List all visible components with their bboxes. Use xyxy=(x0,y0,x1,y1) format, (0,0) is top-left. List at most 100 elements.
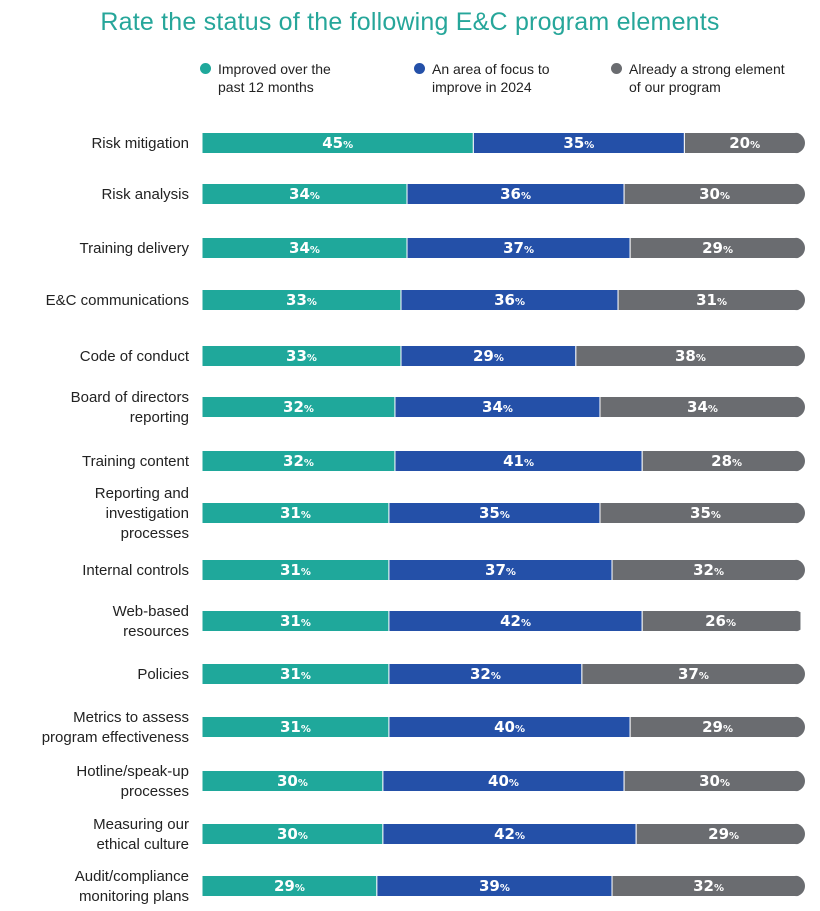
value-label-s1-metrics-to-assess-program-effectiveness: 40% xyxy=(494,718,525,736)
value-label-s0-reporting-and-investigation-processes: 31% xyxy=(280,504,311,522)
value-label-s0-metrics-to-assess-program-effectiveness: 31% xyxy=(280,718,311,736)
bar-segment-s2-audit-compliance-monitoring-plans xyxy=(611,875,806,897)
bar-row-web-based-resources xyxy=(202,610,802,632)
value-label-s1-risk-mitigation: 35% xyxy=(563,134,594,152)
value-label-s2-reporting-and-investigation-processes: 35% xyxy=(690,504,721,522)
value-label-s0-audit-compliance-monitoring-plans: 29% xyxy=(274,877,305,895)
value-label-s0-training-content: 32% xyxy=(283,452,314,470)
bar-row-internal-controls xyxy=(202,559,806,581)
value-label-s1-internal-controls: 37% xyxy=(485,561,516,579)
legend-label-improved: Improved over the past 12 months xyxy=(218,61,331,95)
value-label-s2-training-delivery: 29% xyxy=(702,239,733,257)
bar-row-training-delivery xyxy=(202,237,806,259)
legend-swatch-strong xyxy=(611,63,622,74)
value-label-s2-code-of-conduct: 38% xyxy=(675,347,706,365)
category-label-internal-controls: Internal controls xyxy=(82,562,189,579)
bar-row-training-content xyxy=(202,450,806,472)
value-label-s0-code-of-conduct: 33% xyxy=(286,347,317,365)
value-label-s2-measuring-our-ethical-culture: 29% xyxy=(708,825,739,843)
category-label-audit-compliance-monitoring-plans: Audit/compliance monitoring plans xyxy=(75,868,189,905)
bar-segment-s2-metrics-to-assess-program-effectiveness xyxy=(629,716,806,738)
value-label-s0-measuring-our-ethical-culture: 30% xyxy=(277,825,308,843)
category-label-code-of-conduct: Code of conduct xyxy=(80,348,190,365)
bar-segment-s2-training-content xyxy=(641,450,806,472)
bar-segment-s2-code-of-conduct xyxy=(575,345,806,367)
value-label-s0-internal-controls: 31% xyxy=(280,561,311,579)
value-label-s2-policies: 37% xyxy=(678,665,709,683)
legend-item-improved: Improved over the past 12 months xyxy=(200,60,331,96)
bar-row-e-c-communications xyxy=(202,289,806,311)
category-label-training-delivery: Training delivery xyxy=(80,240,190,257)
value-label-s1-reporting-and-investigation-processes: 35% xyxy=(479,504,510,522)
bar-segment-s2-risk-analysis xyxy=(623,183,806,205)
value-label-s2-board-of-directors-reporting: 34% xyxy=(687,398,718,416)
category-label-risk-mitigation: Risk mitigation xyxy=(91,135,189,152)
bar-row-hotline-speak-up-processes xyxy=(202,770,806,792)
category-label-policies: Policies xyxy=(137,666,189,683)
chart-title: Rate the status of the following E&C pro… xyxy=(100,8,720,36)
value-label-s0-training-delivery: 34% xyxy=(289,239,320,257)
value-label-s1-measuring-our-ethical-culture: 42% xyxy=(494,825,525,843)
value-label-s1-risk-analysis: 36% xyxy=(500,185,531,203)
value-label-s2-internal-controls: 32% xyxy=(693,561,724,579)
bar-row-audit-compliance-monitoring-plans xyxy=(202,875,806,897)
value-label-s0-e-c-communications: 33% xyxy=(286,291,317,309)
value-label-s1-training-content: 41% xyxy=(503,452,534,470)
category-label-training-content: Training content xyxy=(82,453,190,470)
bar-row-risk-mitigation xyxy=(202,132,806,154)
value-label-s0-board-of-directors-reporting: 32% xyxy=(283,398,314,416)
value-label-s0-policies: 31% xyxy=(280,665,311,683)
legend-item-focus: An area of focus to improve in 2024 xyxy=(414,60,550,96)
bar-segment-s2-hotline-speak-up-processes xyxy=(623,770,806,792)
bar-segment-s2-internal-controls xyxy=(611,559,806,581)
legend-label-strong: Already a strong element of our program xyxy=(629,61,785,95)
value-label-s2-risk-analysis: 30% xyxy=(699,185,730,203)
value-label-s2-e-c-communications: 31% xyxy=(696,291,727,309)
bar-segment-s2-training-delivery xyxy=(629,237,806,259)
value-label-s2-hotline-speak-up-processes: 30% xyxy=(699,772,730,790)
category-label-risk-analysis: Risk analysis xyxy=(101,186,189,203)
value-label-s0-web-based-resources: 31% xyxy=(280,612,311,630)
legend: Improved over the past 12 months An area… xyxy=(0,0,820,110)
bar-segment-s2-e-c-communications xyxy=(617,289,806,311)
value-label-s2-audit-compliance-monitoring-plans: 32% xyxy=(693,877,724,895)
bar-segment-s2-risk-mitigation xyxy=(683,132,806,154)
category-label-board-of-directors-reporting: Board of directors reporting xyxy=(71,389,189,426)
value-label-s1-e-c-communications: 36% xyxy=(494,291,525,309)
value-label-s2-metrics-to-assess-program-effectiveness: 29% xyxy=(702,718,733,736)
value-label-s2-risk-mitigation: 20% xyxy=(729,134,760,152)
legend-label-focus: An area of focus to improve in 2024 xyxy=(432,61,550,95)
bar-segment-s2-measuring-our-ethical-culture xyxy=(635,823,806,845)
value-label-s1-web-based-resources: 42% xyxy=(500,612,531,630)
category-label-web-based-resources: Web-based resources xyxy=(113,603,189,640)
value-label-s1-code-of-conduct: 29% xyxy=(473,347,504,365)
value-label-s1-training-delivery: 37% xyxy=(503,239,534,257)
bar-row-metrics-to-assess-program-effectiveness xyxy=(202,716,806,738)
legend-swatch-focus xyxy=(414,63,425,74)
value-label-s1-audit-compliance-monitoring-plans: 39% xyxy=(479,877,510,895)
value-label-s0-hotline-speak-up-processes: 30% xyxy=(277,772,308,790)
value-label-s2-training-content: 28% xyxy=(711,452,742,470)
value-label-s1-policies: 32% xyxy=(470,665,501,683)
category-label-metrics-to-assess-program-effectiveness: Metrics to assess program effectiveness xyxy=(42,709,189,746)
bar-row-policies xyxy=(202,663,806,685)
bar-row-measuring-our-ethical-culture xyxy=(202,823,806,845)
bar-segment-s2-board-of-directors-reporting xyxy=(599,396,806,418)
value-label-s1-hotline-speak-up-processes: 40% xyxy=(488,772,519,790)
bar-row-code-of-conduct xyxy=(202,345,806,367)
bar-row-reporting-and-investigation-processes xyxy=(202,502,806,524)
bar-row-board-of-directors-reporting xyxy=(202,396,806,418)
value-label-s2-web-based-resources: 26% xyxy=(705,612,736,630)
legend-item-strong: Already a strong element of our program xyxy=(611,60,785,96)
value-label-s0-risk-mitigation: 45% xyxy=(322,134,353,152)
category-label-measuring-our-ethical-culture: Measuring our ethical culture xyxy=(93,816,189,853)
category-label-reporting-and-investigation-processes: Reporting and investigation processes xyxy=(95,485,189,542)
bar-segment-s2-reporting-and-investigation-processes xyxy=(599,502,806,524)
bar-segment-s2-web-based-resources xyxy=(641,610,802,632)
value-label-s1-board-of-directors-reporting: 34% xyxy=(482,398,513,416)
category-label-e-c-communications: E&C communications xyxy=(46,292,189,309)
legend-swatch-improved xyxy=(200,63,211,74)
bar-row-risk-analysis xyxy=(202,183,806,205)
category-label-hotline-speak-up-processes: Hotline/speak-up processes xyxy=(76,763,189,800)
